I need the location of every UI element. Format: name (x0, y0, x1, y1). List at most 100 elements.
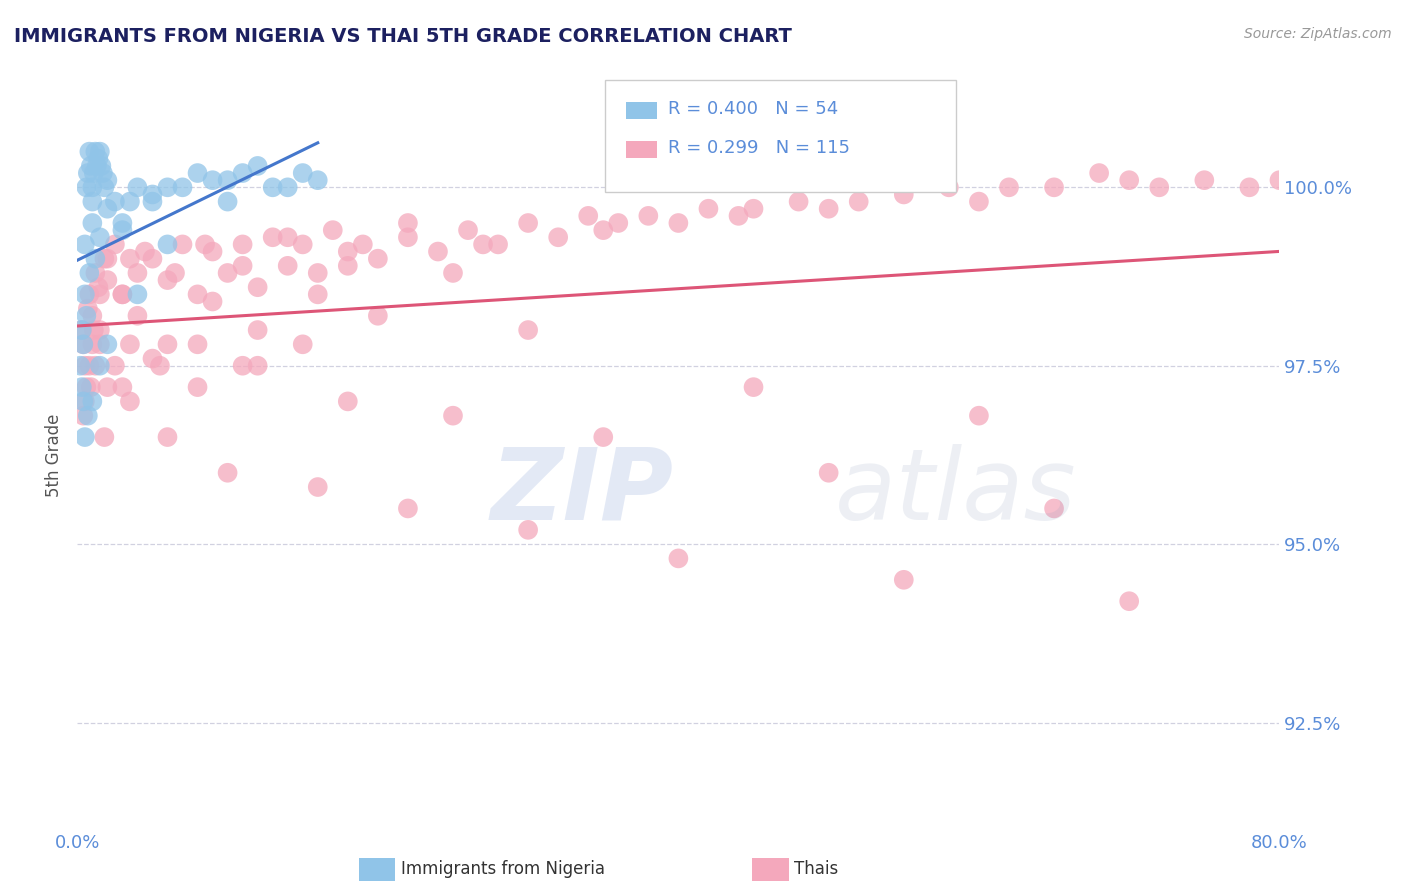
Point (396, 501, 419, 516)
Point (72, 337, 94, 351)
Point (84, 359, 107, 373)
Point (73, 394, 96, 409)
Point (89, 145, 111, 159)
Point (787, 194, 810, 209)
Text: R = 0.299   N = 115: R = 0.299 N = 115 (668, 139, 849, 157)
Point (486, 237, 509, 252)
Point (291, 237, 314, 252)
Point (75, 309, 97, 323)
Point (82, 216, 104, 230)
Point (163, 266, 186, 280)
Point (201, 173, 224, 187)
Point (70, 323, 93, 337)
Point (127, 309, 149, 323)
Point (76, 409, 98, 423)
Point (104, 194, 127, 209)
Point (307, 480, 329, 494)
Point (156, 237, 179, 252)
Point (201, 294, 224, 309)
Text: Immigrants from Nigeria: Immigrants from Nigeria (401, 860, 605, 878)
Text: R = 0.400   N = 54: R = 0.400 N = 54 (668, 100, 838, 118)
Point (79, 359, 101, 373)
Point (246, 159, 269, 173)
Point (87, 280, 110, 294)
Point (70, 380, 93, 394)
Point (186, 166, 209, 180)
Point (156, 180, 179, 194)
Point (82, 180, 104, 194)
Point (118, 194, 141, 209)
Point (998, 180, 1021, 194)
Point (217, 466, 239, 480)
Point (149, 359, 172, 373)
Point (441, 266, 464, 280)
Point (70, 323, 93, 337)
Point (1118, 173, 1140, 187)
Point (83, 166, 105, 180)
Point (89, 337, 111, 351)
Point (396, 216, 419, 230)
Point (111, 223, 134, 237)
Point (96, 337, 118, 351)
Point (194, 237, 217, 252)
Point (291, 166, 314, 180)
Point (89, 323, 111, 337)
Point (1194, 173, 1216, 187)
Point (592, 430, 614, 444)
Point (262, 230, 284, 244)
Point (322, 223, 344, 237)
Point (96, 380, 118, 394)
Point (72, 409, 94, 423)
Point (352, 237, 374, 252)
Point (89, 287, 111, 301)
Point (75, 180, 97, 194)
Point (441, 409, 464, 423)
Point (156, 273, 179, 287)
Point (848, 194, 870, 209)
Point (75, 380, 97, 394)
Point (336, 244, 359, 259)
Point (156, 430, 179, 444)
Text: IMMIGRANTS FROM NIGERIA VS THAI 5TH GRADE CORRELATION CHART: IMMIGRANTS FROM NIGERIA VS THAI 5TH GRAD… (14, 27, 792, 45)
Text: Source: ZipAtlas.com: Source: ZipAtlas.com (1244, 27, 1392, 41)
Point (111, 216, 134, 230)
Point (576, 209, 599, 223)
Point (84, 252, 107, 266)
Point (1268, 173, 1291, 187)
Point (86, 159, 108, 173)
Point (277, 259, 299, 273)
Point (82, 337, 104, 351)
Point (118, 337, 141, 351)
Point (186, 380, 209, 394)
Point (111, 287, 134, 301)
Point (967, 194, 990, 209)
Point (668, 216, 690, 230)
Point (84, 145, 107, 159)
Point (96, 252, 118, 266)
Point (517, 323, 540, 337)
Point (96, 173, 118, 187)
Point (172, 237, 194, 252)
Point (277, 180, 299, 194)
Y-axis label: 5th Grade: 5th Grade (45, 413, 63, 497)
Point (217, 266, 239, 280)
Text: Thais: Thais (794, 860, 838, 878)
Point (967, 409, 990, 423)
Point (336, 394, 359, 409)
Point (277, 230, 299, 244)
Point (141, 194, 163, 209)
Point (637, 209, 659, 223)
Point (127, 287, 149, 301)
Point (1118, 594, 1140, 608)
Point (79, 287, 101, 301)
Point (742, 202, 765, 216)
Point (111, 287, 134, 301)
Point (73, 237, 96, 252)
Point (668, 551, 690, 566)
Point (91, 166, 114, 180)
Point (232, 166, 254, 180)
Point (367, 309, 389, 323)
Point (367, 252, 389, 266)
Point (262, 180, 284, 194)
Point (1043, 501, 1066, 516)
